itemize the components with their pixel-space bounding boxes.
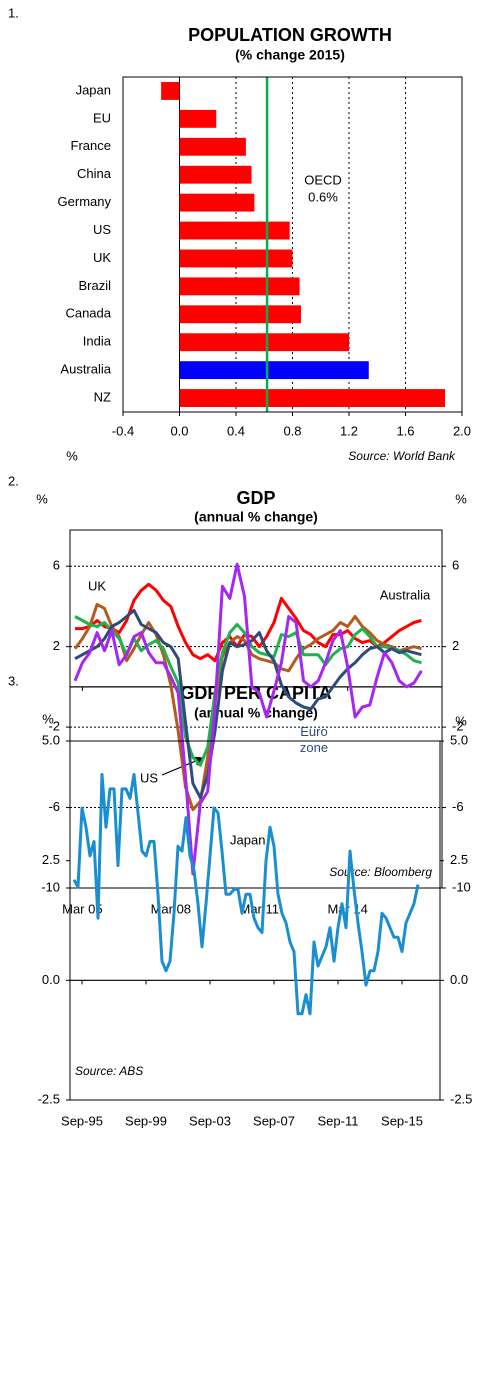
y2-tick-label: 2.5 bbox=[450, 852, 468, 867]
x-tick-label: Sep-99 bbox=[125, 1113, 167, 1128]
y-tick-label: -10 bbox=[41, 879, 60, 894]
series-label: US bbox=[140, 770, 158, 785]
y2-tick-label: 6 bbox=[452, 558, 459, 573]
x-tick-label: -0.4 bbox=[112, 423, 134, 438]
reference-value-label: 0.6% bbox=[308, 189, 338, 204]
bar bbox=[179, 137, 246, 156]
bar bbox=[179, 305, 301, 324]
source: Source: Bloomberg bbox=[329, 865, 432, 879]
bar bbox=[179, 333, 349, 352]
bar bbox=[179, 361, 369, 380]
line-series bbox=[72, 773, 420, 1016]
plot-frame bbox=[69, 740, 441, 1101]
y2-tick-label: -6 bbox=[452, 799, 464, 814]
y2-axis-label: % bbox=[455, 713, 467, 728]
y-tick-label: UK bbox=[93, 250, 111, 265]
series-label: Euro zone bbox=[299, 724, 329, 755]
bar bbox=[179, 389, 446, 407]
bar bbox=[179, 165, 252, 184]
y-tick-label: -6 bbox=[48, 799, 60, 814]
plot-frame bbox=[69, 529, 443, 889]
chart-subtitle: (annual % change) bbox=[194, 705, 318, 721]
y-axis-label: % bbox=[42, 711, 54, 726]
series-label: Australia bbox=[380, 587, 431, 602]
source: Source: ABS bbox=[75, 1064, 143, 1078]
y-tick-label: 0.0 bbox=[42, 972, 60, 987]
bar bbox=[179, 193, 255, 212]
line-series bbox=[73, 562, 423, 876]
x-tick-label: 0.0 bbox=[170, 423, 188, 438]
y-tick-label: Canada bbox=[65, 306, 111, 321]
y-tick-label: Germany bbox=[58, 194, 112, 209]
x-tick-label: 1.2 bbox=[340, 423, 358, 438]
chart-title: POPULATION GROWTH bbox=[188, 25, 392, 45]
x-axis-label: % bbox=[66, 448, 78, 463]
y-tick-label: -2.5 bbox=[38, 1091, 60, 1106]
x-tick-label: 1.6 bbox=[396, 423, 414, 438]
y-tick-label: -2 bbox=[48, 719, 60, 734]
y2-tick-label: 2 bbox=[452, 638, 459, 653]
y2-tick-label: -2 bbox=[452, 719, 464, 734]
y-axis-label: % bbox=[36, 491, 48, 506]
y-tick-label: Japan bbox=[76, 82, 111, 97]
y-tick-label: NZ bbox=[94, 389, 111, 404]
y-tick-label: 6 bbox=[53, 558, 60, 573]
bar bbox=[179, 109, 217, 128]
y-tick-label: 2 bbox=[53, 638, 60, 653]
y2-tick-label: -2.5 bbox=[450, 1091, 472, 1106]
y-tick-label: India bbox=[83, 334, 112, 349]
x-tick-label: Sep-03 bbox=[189, 1113, 231, 1128]
reference-label: OECD bbox=[304, 172, 342, 187]
y2-axis-label: % bbox=[455, 491, 467, 506]
y-tick-label: 2.5 bbox=[42, 852, 60, 867]
x-tick-label: 0.4 bbox=[227, 423, 245, 438]
bar bbox=[179, 277, 300, 296]
y-tick-label: China bbox=[77, 166, 112, 181]
y2-tick-label: -10 bbox=[452, 879, 471, 894]
x-tick-label: 0.8 bbox=[283, 423, 301, 438]
chart-subtitle: (annual % change) bbox=[194, 509, 318, 525]
x-tick-label: Mar 08 bbox=[151, 901, 191, 916]
chart-number: 2. bbox=[8, 473, 19, 488]
y-tick-label: EU bbox=[93, 110, 111, 125]
x-tick-label: Sep-15 bbox=[381, 1113, 423, 1128]
y-tick-label: US bbox=[93, 222, 111, 237]
x-tick-label: Sep-95 bbox=[61, 1113, 103, 1128]
y-tick-label: 5.0 bbox=[42, 732, 60, 747]
y-tick-label: Australia bbox=[60, 362, 111, 377]
bar bbox=[161, 82, 180, 100]
x-tick-label: Mar 05 bbox=[62, 901, 102, 916]
y2-tick-label: 5.0 bbox=[450, 732, 468, 747]
series-label: Japan bbox=[230, 832, 265, 847]
plot-frame bbox=[122, 76, 463, 413]
x-tick-label: Sep-07 bbox=[253, 1113, 295, 1128]
x-tick-label: Mar 11 bbox=[240, 901, 280, 916]
chart-subtitle: (% change 2015) bbox=[235, 47, 345, 63]
bar bbox=[179, 221, 290, 240]
series-label-box: Euro zone bbox=[299, 724, 329, 755]
y-tick-label: France bbox=[71, 138, 111, 153]
bar bbox=[179, 249, 293, 268]
x-tick-label: 2.0 bbox=[453, 423, 471, 438]
y-tick-label: Brazil bbox=[78, 278, 111, 293]
y2-tick-label: 0.0 bbox=[450, 972, 468, 987]
x-tick-label: Sep-11 bbox=[318, 1113, 359, 1128]
chart-number: 3. bbox=[8, 673, 19, 688]
source: Source: World Bank bbox=[348, 449, 456, 463]
chart-number: 1. bbox=[8, 5, 19, 20]
chart-title: GDP bbox=[236, 488, 275, 508]
series-label: UK bbox=[88, 578, 106, 593]
